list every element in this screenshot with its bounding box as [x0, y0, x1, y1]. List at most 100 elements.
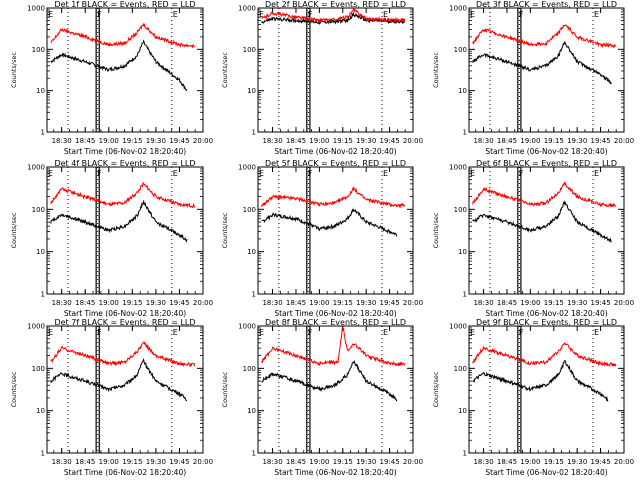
panel-title: Det 9f BLACK = Events, RED = LLD [476, 318, 617, 327]
detector-panel: Det 4f BLACK = Events, RED = LLD Counts/s… [10, 159, 213, 318]
y-tick-label: 1 [463, 129, 467, 137]
interval-marker-label: F [308, 169, 313, 178]
interval-marker-label: E [173, 328, 178, 337]
events-series-line [50, 200, 188, 243]
x-tick-label: 19:15 [333, 299, 353, 307]
x-tick-label: 19:30 [356, 137, 376, 145]
x-tick-label: 19:15 [544, 458, 564, 466]
x-tick-label: 19:30 [146, 458, 166, 466]
interval-marker-label: E [470, 10, 475, 19]
y-tick-label: 1000 [27, 323, 45, 331]
y-tick-label: 10 [247, 248, 256, 256]
x-axis-label: Start Time (06-Nov-02 18:20:40) [274, 309, 396, 318]
y-axis-label: Counts/sec [432, 371, 440, 407]
y-tick-label: 100 [32, 46, 45, 54]
interval-marker-label: F [97, 10, 102, 19]
x-tick-label: 19:15 [122, 299, 142, 307]
x-tick-label: 20:00 [403, 458, 423, 466]
plot-frame [46, 325, 204, 454]
x-axis-label: Start Time (06-Nov-02 18:20:40) [274, 468, 396, 477]
y-axis-label: Counts/sec [10, 52, 18, 88]
events-series-line [50, 39, 188, 92]
x-tick-label: 18:45 [286, 137, 306, 145]
y-axis-label: Counts/sec [10, 371, 18, 407]
panel-title: Det 4f BLACK = Events, RED = LLD [54, 159, 195, 168]
y-tick-label: 1000 [27, 164, 45, 172]
y-axis-label: Counts/sec [10, 212, 18, 248]
y-axis-label: Counts/sec [221, 52, 229, 88]
plot-frame [468, 7, 625, 133]
interval-marker-label: E [383, 328, 388, 337]
x-axis-label: Start Time (06-Nov-02 18:20:40) [64, 468, 186, 477]
x-tick-label: 20:00 [193, 299, 213, 307]
events-series-line [472, 200, 612, 243]
x-tick-label: 19:30 [356, 299, 376, 307]
x-tick-label: 19:15 [544, 299, 564, 307]
x-tick-label: 19:15 [333, 137, 353, 145]
x-tick-label: 18:30 [262, 299, 282, 307]
y-tick-label: 1 [41, 450, 45, 458]
lld-series-line [50, 181, 196, 209]
y-axis-label: Counts/sec [432, 212, 440, 248]
x-tick-label: 18:30 [473, 458, 493, 466]
y-tick-label: 1 [463, 291, 467, 299]
interval-marker-label: F [519, 10, 524, 19]
y-tick-label: 10 [458, 407, 467, 415]
lld-series-line [261, 7, 406, 24]
panel-title: Det 1f BLACK = Events, RED = LLD [54, 0, 195, 9]
x-tick-label: 19:30 [146, 137, 166, 145]
interval-marker-label: E [259, 169, 264, 178]
x-tick-label: 19:45 [591, 458, 611, 466]
y-tick-label: 10 [458, 87, 467, 95]
lld-series-line [472, 24, 617, 49]
x-axis-label: Start Time (06-Nov-02 18:20:40) [485, 468, 607, 477]
x-tick-label: 18:45 [286, 299, 306, 307]
panel-title: Det 7f BLACK = Events, RED = LLD [54, 318, 195, 327]
x-tick-label: 19:15 [122, 458, 142, 466]
interval-marker-label: E [470, 169, 475, 178]
panel-title: Det 6f BLACK = Events, RED = LLD [476, 159, 617, 168]
y-tick-label: 10 [36, 248, 45, 256]
x-tick-label: 18:45 [497, 458, 517, 466]
x-tick-label: 18:45 [497, 137, 517, 145]
plot-frame [468, 166, 625, 295]
plot-frame [46, 7, 204, 133]
x-tick-label: 19:00 [309, 299, 329, 307]
interval-marker-label: E [48, 169, 53, 178]
lld-series-line [472, 342, 617, 367]
events-series-line [472, 360, 609, 402]
plot-frame [468, 325, 625, 454]
x-axis-label: Start Time (06-Nov-02 18:20:40) [64, 147, 186, 156]
x-tick-label: 19:00 [99, 137, 119, 145]
y-tick-label: 100 [243, 46, 256, 54]
y-tick-label: 10 [247, 87, 256, 95]
y-tick-label: 100 [454, 46, 467, 54]
x-tick-label: 19:00 [99, 299, 119, 307]
x-tick-label: 19:30 [567, 458, 587, 466]
panel-title: Det 5f BLACK = Events, RED = LLD [265, 159, 406, 168]
panel-title: Det 2f BLACK = Events, RED = LLD [265, 0, 406, 9]
y-tick-label: 10 [36, 87, 45, 95]
x-tick-label: 18:30 [473, 299, 493, 307]
interval-marker-label: E [48, 328, 53, 337]
x-axis-label: Start Time (06-Nov-02 18:20:40) [485, 309, 607, 318]
plot-frame [46, 166, 204, 295]
y-tick-label: 1000 [238, 164, 256, 172]
x-tick-label: 18:45 [75, 137, 95, 145]
y-tick-label: 100 [454, 365, 467, 373]
x-tick-label: 19:45 [380, 458, 400, 466]
y-tick-label: 1 [41, 291, 45, 299]
detector-panel: Det 6f BLACK = Events, RED = LLD Counts/s… [432, 159, 634, 318]
x-tick-label: 19:45 [169, 299, 189, 307]
interval-marker-label: E [173, 169, 178, 178]
interval-marker-label: F [308, 10, 313, 19]
y-axis-label: Counts/sec [432, 52, 440, 88]
x-tick-label: 18:45 [286, 458, 306, 466]
x-tick-label: 19:00 [520, 137, 540, 145]
x-tick-label: 19:30 [356, 458, 376, 466]
interval-marker-label: F [519, 328, 524, 337]
x-tick-label: 19:45 [591, 299, 611, 307]
x-tick-label: 19:45 [169, 137, 189, 145]
x-tick-label: 19:30 [567, 137, 587, 145]
detector-panel: Det 8f BLACK = Events, RED = LLD Counts/s… [221, 318, 423, 477]
